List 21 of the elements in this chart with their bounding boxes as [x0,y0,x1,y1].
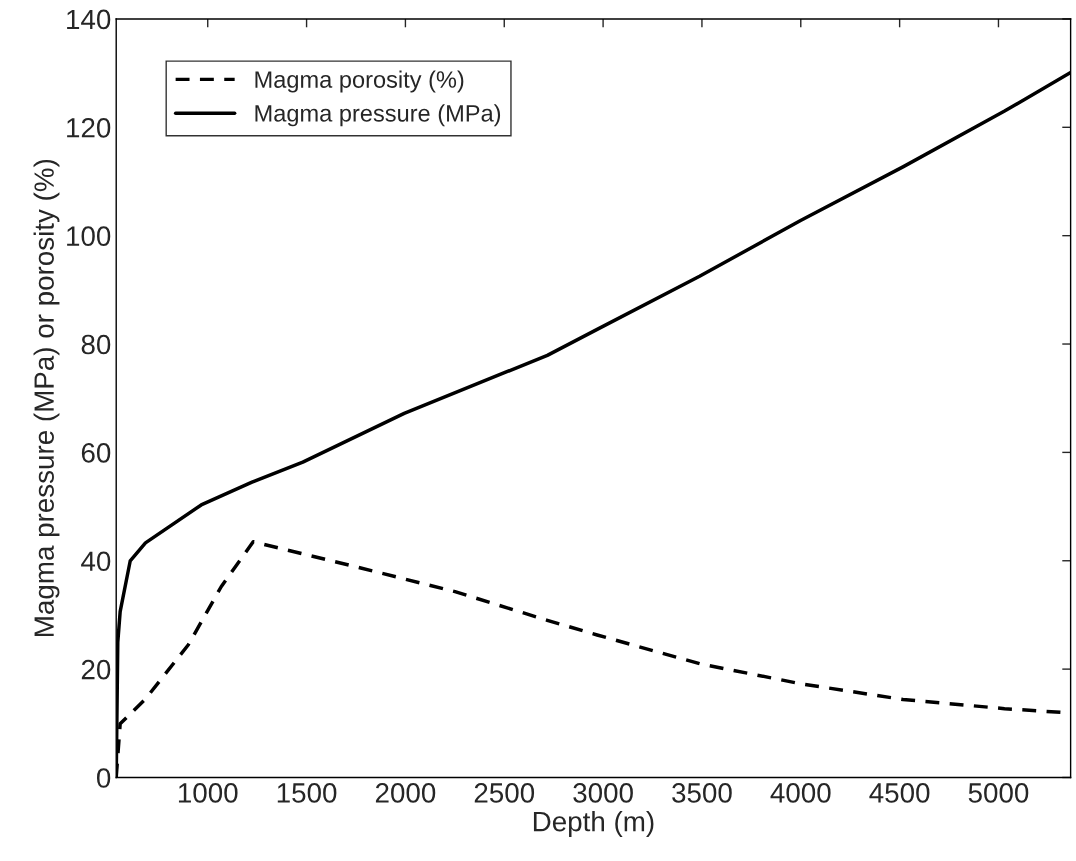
x-tick-label: 1500 [277,783,337,803]
y-tick-label: 140 [67,9,111,30]
x-tick-label: 4500 [869,783,930,803]
x-tick-label: 5000 [968,783,1029,803]
y-tick-label: 0 [96,768,111,788]
y-axis-title: Magma pressure (MPa) or porosity (%) [33,159,60,636]
x-tick-label: 2000 [375,783,436,803]
y-tick-label: 40 [81,551,111,572]
x-tick-label: 3000 [573,783,633,803]
x-tick-label: 4000 [770,783,831,803]
x-axis-title: Depth (m) [533,811,654,837]
y-tick-label: 100 [67,226,111,247]
x-tick-label: 1000 [178,783,238,803]
x-tick-label: 3500 [672,783,732,803]
legend-label: Magma porosity (%) [255,70,464,93]
legend-label: Magma pressure (MPa) [255,104,501,127]
x-tick-label: 2500 [474,783,535,803]
y-tick-label: 80 [81,334,111,355]
y-tick-label: 20 [81,659,111,680]
y-tick-label: 60 [81,443,111,463]
y-tick-label: 120 [67,117,111,138]
